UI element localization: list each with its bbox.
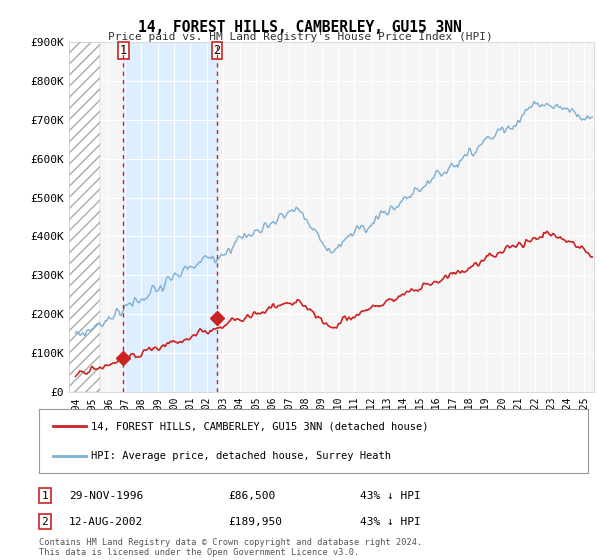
Text: 1: 1 xyxy=(41,491,49,501)
Text: 14, FOREST HILLS, CAMBERLEY, GU15 3NN (detached house): 14, FOREST HILLS, CAMBERLEY, GU15 3NN (d… xyxy=(91,421,428,431)
Bar xyxy=(69,42,100,392)
Text: 43% ↓ HPI: 43% ↓ HPI xyxy=(360,491,421,501)
Text: £86,500: £86,500 xyxy=(228,491,275,501)
Text: 14, FOREST HILLS, CAMBERLEY, GU15 3NN: 14, FOREST HILLS, CAMBERLEY, GU15 3NN xyxy=(138,20,462,35)
Text: 2: 2 xyxy=(214,44,221,57)
Text: Price paid vs. HM Land Registry's House Price Index (HPI): Price paid vs. HM Land Registry's House … xyxy=(107,32,493,42)
Text: 2: 2 xyxy=(41,517,49,527)
Text: 1: 1 xyxy=(120,44,127,57)
Text: Contains HM Land Registry data © Crown copyright and database right 2024.
This d: Contains HM Land Registry data © Crown c… xyxy=(39,538,422,557)
Text: HPI: Average price, detached house, Surrey Heath: HPI: Average price, detached house, Surr… xyxy=(91,451,391,461)
Text: £189,950: £189,950 xyxy=(228,517,282,527)
Text: 43% ↓ HPI: 43% ↓ HPI xyxy=(360,517,421,527)
Text: 29-NOV-1996: 29-NOV-1996 xyxy=(69,491,143,501)
Bar xyxy=(124,42,217,392)
Bar xyxy=(69,42,100,392)
Text: 12-AUG-2002: 12-AUG-2002 xyxy=(69,517,143,527)
